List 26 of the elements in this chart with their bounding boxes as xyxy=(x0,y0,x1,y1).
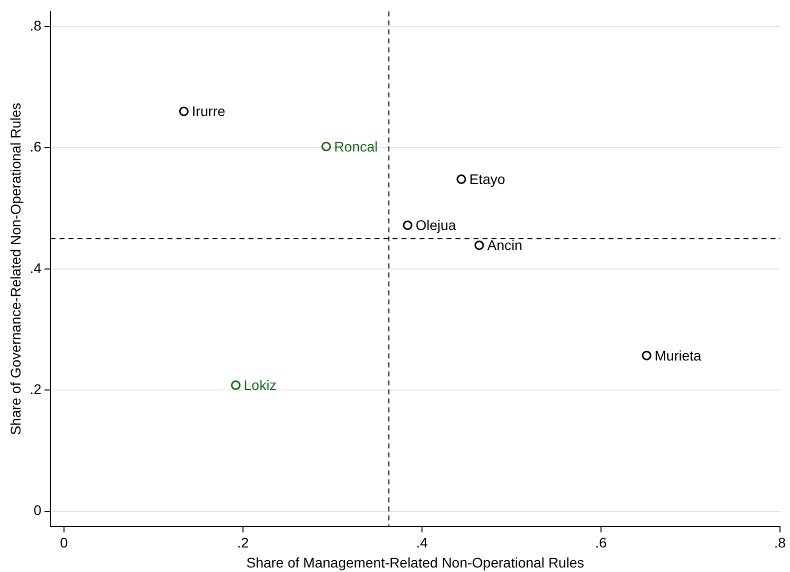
annotation: Ancin xyxy=(487,237,522,254)
point xyxy=(321,142,331,152)
x-tick-label: .2 xyxy=(237,534,249,551)
point xyxy=(230,380,241,390)
point xyxy=(179,106,189,116)
point xyxy=(402,220,412,230)
y-tick-label: .4 xyxy=(30,260,42,276)
annotation: Olejua xyxy=(416,217,456,234)
annotation: Etayo xyxy=(469,171,506,188)
y-axis-title: Share of Governance-Related Non-Operational Rules xyxy=(7,102,24,436)
annotation: Roncal xyxy=(334,138,378,154)
x-axis-title: Share of Management-Related Non-Operational Rules xyxy=(246,554,584,570)
y-tick-label: 0 xyxy=(34,502,42,518)
y-tick-label: .8 xyxy=(30,17,42,34)
x-tick-label: .8 xyxy=(774,534,786,551)
point xyxy=(474,240,484,250)
annotation: Lokiz xyxy=(244,377,276,394)
annotation: Murieta xyxy=(654,347,702,364)
x-tick-label: .4 xyxy=(416,534,428,551)
y-tick-label: .2 xyxy=(30,380,42,397)
annotation: Irurre xyxy=(192,103,226,120)
x-tick-label: 0 xyxy=(60,534,68,551)
point xyxy=(642,350,652,360)
y-tick-label: .6 xyxy=(30,138,42,155)
x-tick-label: .6 xyxy=(595,534,608,551)
point xyxy=(456,174,466,184)
